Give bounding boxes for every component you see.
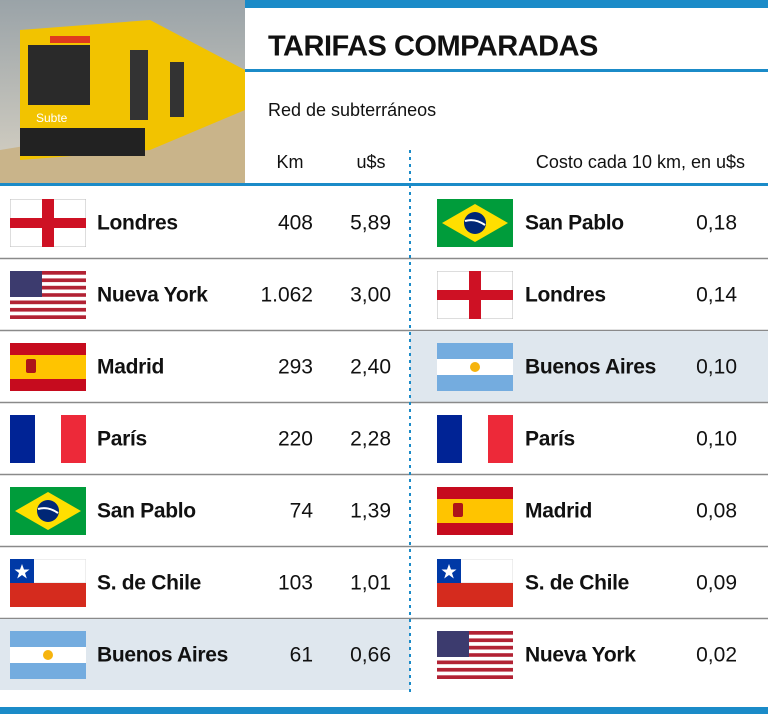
flag [10, 415, 86, 463]
flag [437, 487, 513, 535]
fare-value: 1,01 [350, 572, 391, 595]
column-header: u$s [356, 152, 385, 172]
flag [10, 487, 86, 535]
city-name: San Pablo [525, 212, 624, 235]
city-name: San Pablo [97, 500, 196, 523]
fare-value: 2,40 [350, 356, 391, 379]
city-name: S. de Chile [525, 572, 629, 595]
header-rule [0, 183, 768, 186]
flag [437, 559, 513, 607]
column-header: Costo cada 10 km, en u$s [536, 152, 745, 172]
train-door [130, 50, 148, 120]
flag [10, 559, 86, 607]
city-name: París [525, 428, 575, 451]
subtitle: Red de subterráneos [268, 100, 436, 120]
cost-value: 0,08 [696, 500, 737, 523]
km-value: 408 [278, 212, 313, 235]
km-value: 74 [290, 500, 314, 523]
flag [10, 271, 86, 319]
fare-value: 3,00 [350, 284, 391, 307]
city-name: Nueva York [525, 644, 636, 667]
column-header: Km [277, 152, 304, 172]
flag [437, 631, 513, 679]
km-value: 61 [290, 644, 313, 667]
km-value: 293 [278, 356, 313, 379]
photo: Subte [0, 0, 245, 183]
city-name: Buenos Aires [97, 644, 228, 667]
city-name: Madrid [525, 500, 592, 523]
km-value: 1.062 [260, 284, 313, 307]
flag [10, 631, 86, 679]
title: TARIFAS COMPARADAS [268, 31, 598, 63]
cost-value: 0,10 [696, 356, 737, 379]
flag [437, 415, 513, 463]
bottom-bar [0, 707, 768, 714]
train-bumper [20, 128, 145, 156]
km-value: 103 [278, 572, 313, 595]
flag [10, 343, 86, 391]
flag [437, 199, 513, 247]
cost-value: 0,09 [696, 572, 737, 595]
fare-value: 0,66 [350, 644, 391, 667]
city-name: Buenos Aires [525, 356, 656, 379]
train-sign [50, 36, 90, 43]
city-name: Londres [525, 284, 606, 307]
train-window [28, 45, 90, 105]
cost-value: 0,14 [696, 284, 737, 307]
city-name: Londres [97, 212, 178, 235]
table-body: Londres 408 5,89 San Pablo 0,18 Nueva York 1.0… [0, 199, 768, 690]
city-name: Madrid [97, 356, 164, 379]
train-door [170, 62, 184, 117]
fare-value: 1,39 [350, 500, 391, 523]
cost-value: 0,18 [696, 212, 737, 235]
city-name: Nueva York [97, 284, 208, 307]
flag [437, 343, 513, 391]
photo-label: Subte [36, 111, 68, 125]
cost-value: 0,02 [696, 644, 737, 667]
city-name: París [97, 428, 147, 451]
top-bar [245, 0, 768, 8]
fare-value: 2,28 [350, 428, 391, 451]
fare-value: 5,89 [350, 212, 391, 235]
title-rule [245, 69, 768, 72]
km-value: 220 [278, 428, 313, 451]
flag [10, 199, 86, 247]
flag [437, 271, 513, 319]
cost-value: 0,10 [696, 428, 737, 451]
city-name: S. de Chile [97, 572, 201, 595]
